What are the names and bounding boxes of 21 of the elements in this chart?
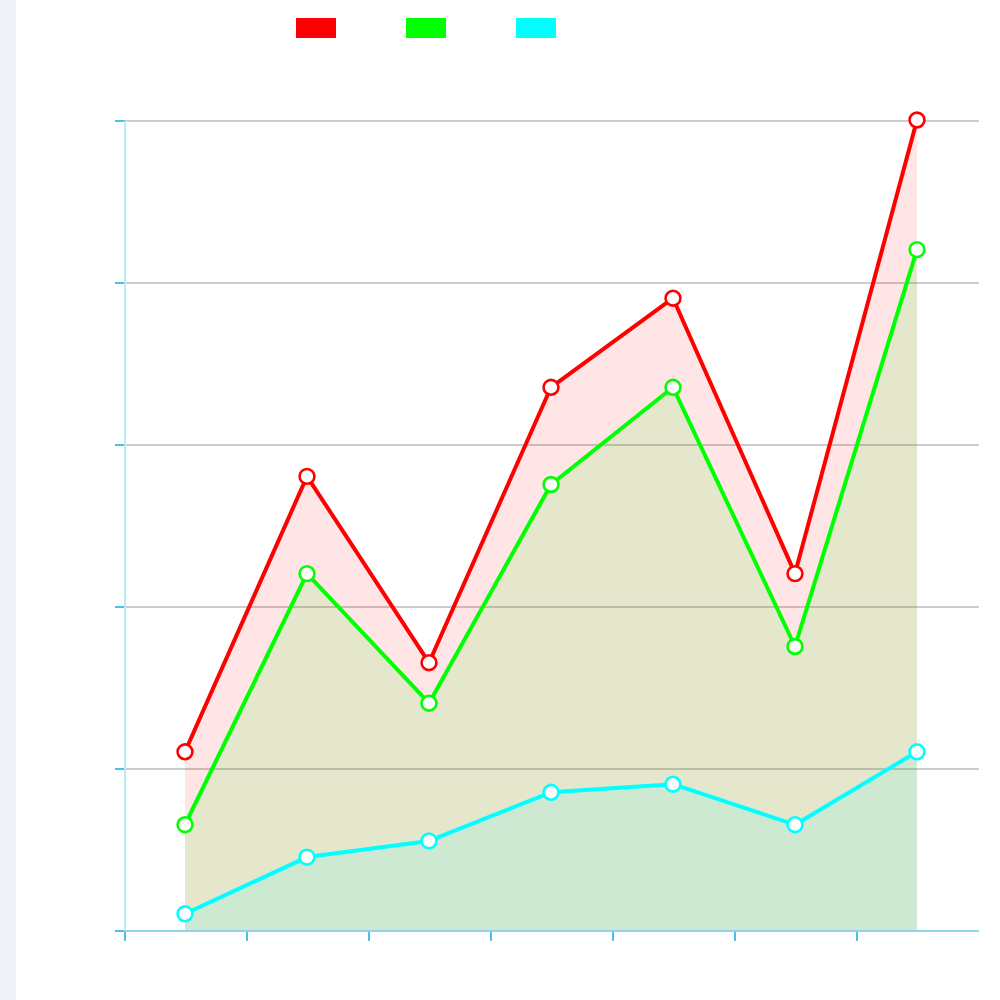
point	[420, 694, 438, 712]
point	[664, 289, 682, 307]
point	[786, 637, 804, 656]
point	[542, 378, 560, 396]
point	[786, 564, 804, 583]
point	[420, 654, 438, 672]
point	[176, 743, 194, 761]
point	[908, 743, 926, 761]
point	[664, 775, 682, 793]
point	[420, 832, 438, 850]
point	[542, 475, 560, 494]
point	[298, 467, 316, 486]
point	[176, 816, 194, 834]
point	[298, 564, 316, 583]
point	[786, 816, 804, 834]
point	[908, 240, 926, 259]
point	[908, 111, 926, 129]
point	[542, 783, 560, 801]
point	[664, 378, 682, 396]
point	[176, 905, 194, 923]
point	[298, 848, 316, 866]
